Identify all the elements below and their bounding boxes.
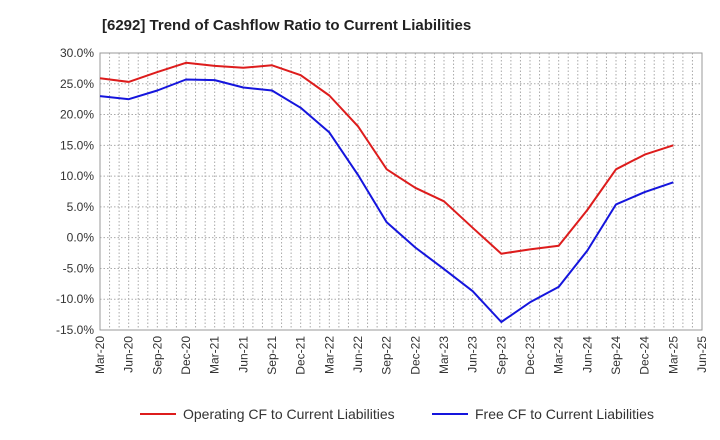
x-tick-label: Dec-21 (294, 336, 308, 375)
x-tick-label: Sep-24 (609, 336, 623, 375)
y-tick-label: 30.0% (60, 46, 94, 60)
y-tick-label: 20.0% (60, 108, 94, 122)
x-tick-label: Dec-20 (179, 336, 193, 375)
x-tick-label: Mar-20 (93, 336, 107, 374)
x-tick-label: Jun-24 (580, 336, 594, 373)
y-tick-label: -5.0% (63, 261, 95, 275)
x-tick-label: Mar-24 (552, 336, 566, 374)
x-tick-label: Sep-22 (380, 336, 394, 375)
plot-area (99, 52, 703, 331)
legend-label: Operating CF to Current Liabilities (183, 406, 395, 422)
x-tick-label: Jun-20 (122, 336, 136, 373)
x-tick-label: Mar-23 (437, 336, 451, 374)
x-tick-label: Jun-25 (695, 336, 709, 373)
x-tick-label: Sep-20 (150, 336, 164, 375)
x-tick-label: Jun-22 (351, 336, 365, 373)
series-line (99, 61, 674, 255)
y-axis-ticks: 30.0% 25.0% 20.0% 15.0% 10.0% 5.0% 0.0% -5.0% -1… (56, 46, 94, 337)
x-tick-label: Mar-22 (322, 336, 336, 374)
x-tick-label: Jun-23 (466, 336, 480, 373)
grid-lines (99, 52, 703, 331)
x-tick-label: Jun-21 (236, 336, 250, 373)
legend-label: Free CF to Current Liabilities (475, 406, 654, 422)
x-axis-ticks: Mar-20 Jun-20 Sep-20 Dec-20 Mar-21 Jun-21 Sep-… (93, 336, 709, 375)
series-lines (99, 61, 674, 323)
x-tick-label: Dec-24 (638, 336, 652, 375)
y-tick-label: -15.0% (56, 323, 94, 337)
x-tick-label: Dec-22 (408, 336, 422, 375)
x-tick-label: Dec-23 (523, 336, 537, 375)
y-tick-label: 5.0% (67, 200, 95, 214)
x-tick-label: Sep-23 (494, 336, 508, 375)
x-tick-label: Sep-21 (265, 336, 279, 375)
y-tick-label: 15.0% (60, 138, 94, 152)
chart-title: [6292] Trend of Cashflow Ratio to Curren… (102, 17, 471, 34)
x-tick-label: Mar-25 (666, 336, 680, 374)
y-tick-label: 25.0% (60, 77, 94, 91)
x-tick-label: Mar-21 (208, 336, 222, 374)
series-line (99, 78, 674, 323)
y-tick-label: 0.0% (67, 231, 95, 245)
legend: Operating CF to Current Liabilities Free … (140, 406, 654, 422)
y-tick-label: -10.0% (56, 292, 94, 306)
y-tick-label: 10.0% (60, 169, 94, 183)
